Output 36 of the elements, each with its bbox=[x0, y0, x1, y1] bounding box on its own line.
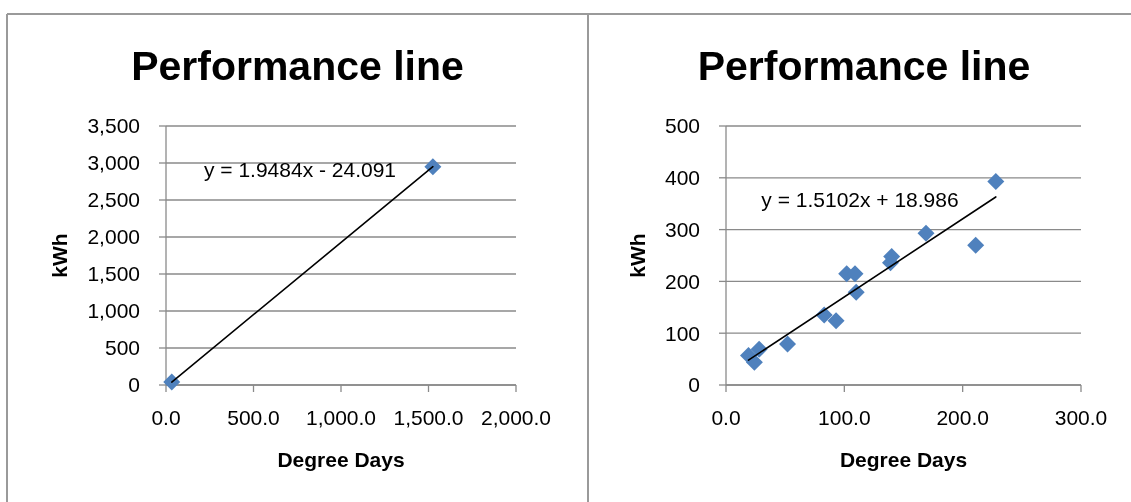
y-tick-label: 1,500 bbox=[87, 262, 140, 286]
x-tick-label: 200.0 bbox=[936, 406, 989, 429]
annotation: y = 1.5102x + 18.986 bbox=[761, 188, 959, 212]
y-tick-label: 400 bbox=[664, 166, 700, 190]
x-axis-title: Degree Days bbox=[839, 448, 968, 471]
y-tick-label: 1,000 bbox=[87, 299, 140, 323]
y-tick-label: 0 bbox=[128, 373, 140, 397]
point bbox=[967, 236, 985, 254]
y-tick-label: 3,500 bbox=[87, 114, 140, 138]
x-tick-label: 1,500.0 bbox=[393, 406, 464, 429]
y-tick-label: 2,500 bbox=[87, 188, 140, 212]
x-tick-label: 0.0 bbox=[151, 406, 181, 429]
point bbox=[827, 312, 845, 330]
annotation: y = 1.9484x - 24.091 bbox=[203, 158, 397, 182]
x-tick-label: 300.0 bbox=[1054, 406, 1108, 429]
y-tick-label: 300 bbox=[664, 217, 700, 241]
chart-title: Performance line bbox=[697, 43, 1031, 89]
point bbox=[917, 224, 935, 242]
y-tick-label: 100 bbox=[664, 321, 700, 345]
x-axis-title: Degree Days bbox=[277, 448, 405, 471]
x-tick-label: 2,000.0 bbox=[480, 406, 552, 429]
y-tick-label: 2,000 bbox=[87, 225, 140, 249]
y-tick-label: 0 bbox=[688, 373, 700, 397]
point bbox=[779, 335, 797, 353]
x-tick-label: 1,000.0 bbox=[305, 406, 377, 429]
y-axis-title: kWh bbox=[625, 233, 649, 278]
y-axis-title: kWh bbox=[48, 233, 72, 278]
y-tick-label: 3,000 bbox=[87, 151, 140, 175]
x-tick-label: 500.0 bbox=[227, 406, 280, 429]
x-tick-label: 0.0 bbox=[711, 406, 741, 429]
chart-title: Performance line bbox=[131, 43, 464, 89]
point bbox=[987, 172, 1005, 190]
y-tick-label: 200 bbox=[664, 269, 700, 293]
x-tick-label: 100.0 bbox=[818, 406, 871, 429]
y-tick-label: 500 bbox=[104, 336, 140, 360]
y-tick-label: 500 bbox=[664, 114, 700, 138]
